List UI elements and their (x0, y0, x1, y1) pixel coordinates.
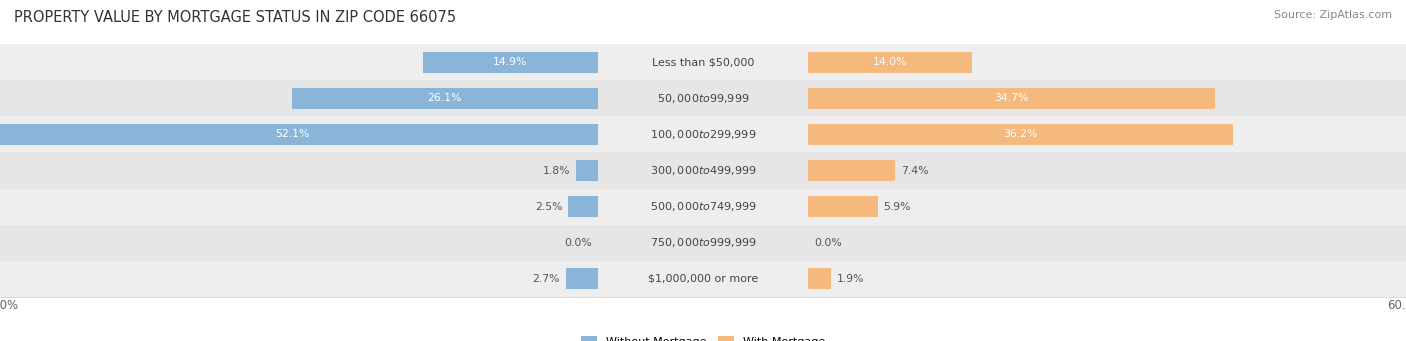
Text: 26.1%: 26.1% (427, 93, 461, 103)
Bar (808, 88, 1215, 109)
Text: 2.7%: 2.7% (533, 273, 560, 284)
Bar (0, 152, 1406, 189)
Bar (808, 160, 896, 181)
Text: $1,000,000 or more: $1,000,000 or more (648, 273, 758, 284)
Text: PROPERTY VALUE BY MORTGAGE STATUS IN ZIP CODE 66075: PROPERTY VALUE BY MORTGAGE STATUS IN ZIP… (14, 10, 456, 25)
Text: 2.5%: 2.5% (534, 202, 562, 211)
Text: 1.8%: 1.8% (543, 165, 571, 176)
Bar (808, 124, 1233, 145)
Text: 7.4%: 7.4% (901, 165, 928, 176)
Bar (423, 52, 598, 73)
Text: $50,000 to $99,999: $50,000 to $99,999 (657, 92, 749, 105)
Bar (808, 52, 973, 73)
Text: 36.2%: 36.2% (1004, 130, 1038, 139)
Text: 52.1%: 52.1% (276, 130, 309, 139)
Bar (0, 189, 1406, 225)
Bar (291, 88, 598, 109)
Text: 1.9%: 1.9% (837, 273, 865, 284)
Bar (0, 116, 1406, 152)
Text: $300,000 to $499,999: $300,000 to $499,999 (650, 164, 756, 177)
Bar (0, 80, 1406, 116)
Legend: Without Mortgage, With Mortgage: Without Mortgage, With Mortgage (581, 336, 825, 341)
Bar (576, 160, 598, 181)
Text: $500,000 to $749,999: $500,000 to $749,999 (650, 200, 756, 213)
Text: $100,000 to $299,999: $100,000 to $299,999 (650, 128, 756, 141)
Text: 0.0%: 0.0% (564, 238, 592, 248)
Text: 34.7%: 34.7% (994, 93, 1029, 103)
Text: 5.9%: 5.9% (883, 202, 911, 211)
Text: Less than $50,000: Less than $50,000 (652, 57, 754, 68)
Bar (808, 196, 877, 217)
Bar (0, 124, 598, 145)
Bar (565, 268, 598, 289)
Text: 0.0%: 0.0% (814, 238, 842, 248)
Bar (0, 44, 1406, 80)
Text: $750,000 to $999,999: $750,000 to $999,999 (650, 236, 756, 249)
Bar (0, 225, 1406, 261)
Text: 14.0%: 14.0% (873, 57, 908, 68)
Text: 14.9%: 14.9% (494, 57, 527, 68)
Bar (568, 196, 598, 217)
Text: Source: ZipAtlas.com: Source: ZipAtlas.com (1274, 10, 1392, 20)
Bar (0, 261, 1406, 297)
Bar (808, 268, 831, 289)
